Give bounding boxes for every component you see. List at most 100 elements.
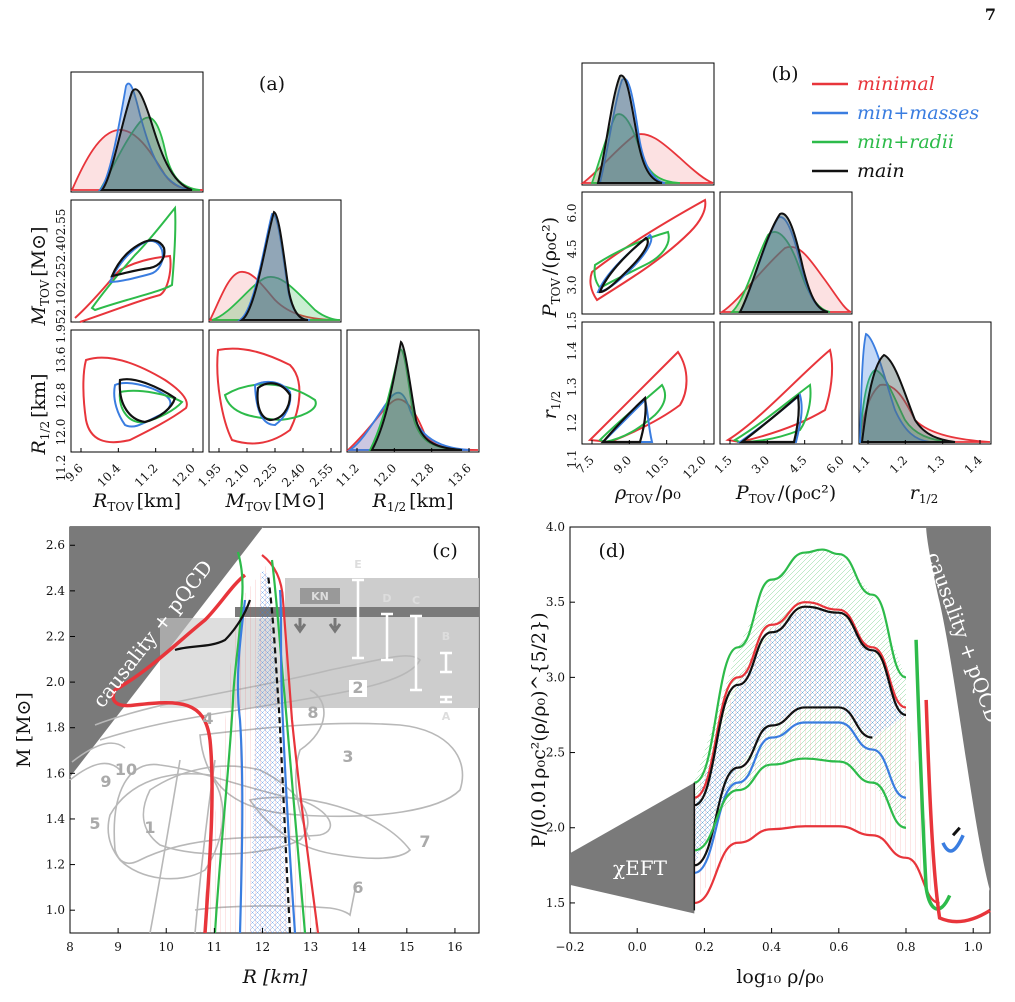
c-contour-label-5: 5 [89,814,100,833]
panel-b-label: (b) [772,63,799,85]
c-contour-label-6: 6 [352,878,363,897]
(b)-xtick-P_TOV/(rho_0 c^2)-3: 6.0 [824,453,847,476]
d-plot [570,527,991,924]
a-contour2-minradii [118,389,184,424]
b-hist-p-main [738,212,829,313]
c-contour-10 [71,742,126,763]
panel-d-label: (d) [599,540,626,562]
panel-a-label: (a) [259,73,285,95]
c-series [111,551,320,934]
d-ytick-1: 2.0 [546,821,565,835]
(a)-xtick-M_TOV-4: 2.55 [307,461,336,490]
c-minimal-right [261,554,320,934]
c-xtick-3: 11 [207,940,222,954]
d-line-main-lower-3 [693,706,873,867]
(a)-ytick-R_1/2-3: 13.6 [54,347,68,374]
c-contour-label-box-2 [349,680,367,697]
d-xtick-4: 0.6 [829,940,848,954]
c-contour-label-9: 9 [100,772,111,791]
(a)-ytick-R_1/2-2: 12.8 [54,383,68,410]
d-xtick-1: 0.0 [628,940,647,954]
d-line-main-upper-2 [693,605,907,807]
d-edge-minradii [914,639,952,911]
c-kn-box [300,588,340,604]
(b)-xtick-r_1/2-1: 1.2 [887,453,910,476]
(a)-ytick-M_TOV-1: 2.10 [54,290,68,317]
d-chieft-region [570,782,695,914]
(a)-xtick-M_TOV-1: 2.10 [223,461,252,490]
c-ytick-1: 1.2 [46,858,65,872]
c-constraint-label-0: E [354,558,362,571]
a-contour3-minimal [216,347,301,445]
(a)-xlabel-M_TOV: MTOV [M⊙] [225,490,325,514]
d-line-min_masses-lower-4 [694,721,907,874]
b-hist-r12-frame [858,321,992,445]
panel-c-label: (c) [432,540,457,562]
d-line-min_radii-lower-5 [694,757,907,852]
c-constraint-bar-0 [352,578,364,660]
c-constraint-bar-2 [410,614,422,692]
a-contour3-minmasses [253,380,292,427]
(b)-xtick-r_1/2-0: 1.1 [850,453,873,476]
b-contour-minradii [593,230,670,290]
b-scatter-p-r12 [719,321,853,445]
a-hist-rtov-frame [70,71,204,193]
a-hist-r12-minmasses [347,391,471,451]
b-contour2-main [600,395,647,444]
b-hist-rho-minradii [590,113,681,184]
c-contour-label-4: 4 [202,709,213,728]
(a)-ytick-M_TOV-2: 2.25 [54,263,68,290]
b-hist-rho-frame [581,62,715,186]
d-xtick-0: −0.2 [555,940,584,954]
(a)-xlabel-R_1/2: R1/2 [km] [372,490,454,514]
legend-label-min_radii: min+radii [857,131,954,153]
(b)-ytick-r_1/2-2: 1.3 [565,377,579,396]
(b)-xtick-r_1/2-2: 1.3 [924,453,947,476]
c-constraint-label-4: A [442,710,451,723]
a-contour3-minradii [223,383,317,422]
d-xlabel: log₁₀ ρ/ρ₀ [736,966,824,988]
d-ytick-2: 2.5 [546,746,565,760]
(b)-ylabel-r_1/2: r1/2 [539,391,563,419]
(a)-ytick-R_1/2-0: 11.2 [54,455,68,482]
(a)-ytick-M_TOV-0: 1.95 [54,317,68,344]
d-line-minimal-upper-1 [693,601,907,799]
(a)-ylabel-R_1/2: R1/2[km] [28,374,52,456]
(a)-ytick-M_TOV-4: 2.55 [54,209,68,236]
d-edge-minimal [924,699,991,924]
c-constraint-label-1: D [382,592,391,605]
(a)-xtick-M_TOV-0: 1.95 [195,461,224,490]
panel-d-ticks: −0.2 0.0 0.2 0.4 0.6 0.8 1.0 1.5 2.0 2.5 3.0 3.5 4.0 [546,520,983,954]
c-contour-9 [69,762,121,781]
c-xtick-7: 15 [399,940,414,954]
c-ytick-5: 2.0 [46,675,65,689]
c-constraint-label-2: C [412,594,420,607]
d-xtick-2: 0.2 [695,940,714,954]
page-number: 7 [985,5,996,24]
a-contour-minmasses [108,239,164,284]
(b)-ytick-P_TOV/(rho_0 c^2)-1: 3.0 [565,275,579,294]
b-hist-rho-minimal [580,133,714,184]
c-ytick-2: 1.4 [46,812,65,826]
b-hist-p-frame [719,191,853,315]
(b)-ylabel-P_TOV/(rho_0 c^2): PTOV/(ρ₀c²) [539,217,563,318]
legend-label-minimal: minimal [857,73,935,95]
(b)-ytick-P_TOV/(rho_0 c^2)-2: 4.5 [565,239,579,258]
c-ytick-6: 2.2 [46,629,65,643]
c-contour-2 [94,655,421,741]
b-contour3-minimal [725,348,834,444]
c-constraint-label-3: B [442,630,450,643]
(a)-xtick-R_TOV-2: 11.2 [132,461,161,490]
b-hist-rho-minmasses [598,77,666,184]
d-ylabel: P/(0.01ρ₀c²(ρ/ρ₀)^{5/2}) [528,612,550,847]
a-hist-mtov-minimal [208,271,341,321]
a-contour2-main [118,378,177,424]
b-hist-p-minimal [719,245,852,313]
b-contour3-minradii [732,383,812,444]
(b)-ytick-r_1/2-0: 1.1 [565,449,579,468]
b-contour3-main [738,393,800,444]
a-hist-mtov-frame [208,199,342,323]
b-scatter-rho-r12 [581,321,715,445]
panel-c: ED CBA 8 9 10 11 12 13 14 15 161.01.21.41.61.82.0… [13,526,480,988]
